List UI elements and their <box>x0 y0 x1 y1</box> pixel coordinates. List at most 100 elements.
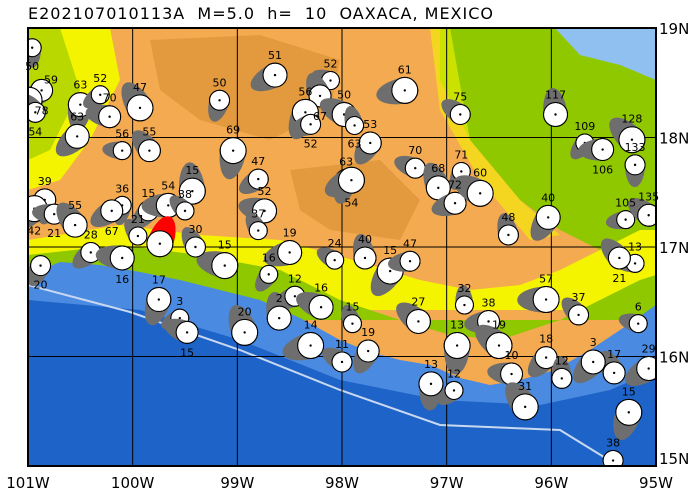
focal-mechanism[interactable] <box>132 130 161 163</box>
focal-mechanism[interactable] <box>618 313 648 334</box>
focal-mechanism[interactable] <box>605 210 636 230</box>
depth-label: 16 <box>262 251 276 264</box>
depth-label: 135 <box>638 190 659 203</box>
focal-mechanism[interactable] <box>196 251 239 280</box>
focal-mechanism[interactable] <box>530 204 561 241</box>
focal-mechanism[interactable] <box>56 202 88 238</box>
focal-mechanism[interactable] <box>454 175 494 207</box>
focal-mechanism[interactable] <box>454 285 474 315</box>
focal-mechanism[interactable] <box>124 218 148 246</box>
focal-mechanism[interactable] <box>431 191 467 217</box>
focal-mechanism[interactable] <box>527 346 558 378</box>
focal-mechanism[interactable] <box>121 82 154 122</box>
focal-mechanism[interactable] <box>344 106 365 135</box>
depth-label: 14 <box>304 319 318 332</box>
depth-label: 40 <box>541 191 555 204</box>
focal-mechanism[interactable] <box>341 304 362 334</box>
focal-mechanism[interactable] <box>250 62 288 92</box>
focal-mechanism[interactable] <box>55 123 90 157</box>
latitude-tick-label: 16N <box>659 349 689 367</box>
depth-label: 50 <box>337 89 351 102</box>
focal-mechanism[interactable] <box>228 305 259 346</box>
focal-mechanism[interactable] <box>599 350 626 385</box>
focal-mechanism[interactable] <box>543 87 569 128</box>
focal-mechanism[interactable] <box>573 349 606 384</box>
depth-label: 21 <box>612 272 626 285</box>
focal-mechanism[interactable] <box>208 89 231 122</box>
focal-mechanism[interactable] <box>600 238 631 270</box>
focal-mechanism[interactable] <box>255 264 279 292</box>
focal-mechanism[interactable] <box>83 85 110 109</box>
depth-label: 63 <box>348 138 362 151</box>
focal-mechanism[interactable] <box>624 154 646 188</box>
focal-mechanism[interactable] <box>551 356 573 389</box>
longitude-tick-label: 95W <box>639 474 673 492</box>
depth-label: 30 <box>188 223 202 236</box>
depth-label: 70 <box>408 144 422 157</box>
focal-mechanism[interactable] <box>517 286 560 314</box>
depth-label: 24 <box>328 237 342 250</box>
depth-label: 16 <box>115 273 129 286</box>
longitude-tick-label: 100W <box>111 474 155 492</box>
depth-label: 3 <box>176 295 183 308</box>
focal-mechanism[interactable] <box>263 239 303 267</box>
focal-mechanism[interactable] <box>322 347 353 373</box>
focal-mechanism[interactable] <box>396 302 431 334</box>
terrain <box>19 28 660 483</box>
focal-mechanism[interactable] <box>19 94 46 123</box>
depth-label: 31 <box>518 380 532 393</box>
depth-label: 38 <box>606 437 620 450</box>
focal-mechanism[interactable] <box>85 104 122 129</box>
depth-label: 52 <box>93 72 107 85</box>
depth-label: 52 <box>323 58 337 71</box>
focal-mechanism[interactable] <box>23 38 42 68</box>
focal-mechanism[interactable] <box>376 76 419 105</box>
focal-mechanism[interactable] <box>178 162 206 205</box>
focal-mechanism[interactable] <box>505 382 539 421</box>
depth-label: 19 <box>361 326 375 339</box>
focal-mechanism[interactable] <box>239 168 269 195</box>
longitude-labels: 101W 100W 99W 98W 97W 96W 95W <box>6 474 673 492</box>
focal-mechanism[interactable] <box>316 247 345 270</box>
main-event-mechanism[interactable] <box>146 216 176 258</box>
focal-mechanism[interactable] <box>102 141 132 161</box>
focal-mechanism[interactable] <box>354 131 382 165</box>
latitude-labels: 19N 18N 17N 16N 15N <box>659 20 689 468</box>
focal-mechanism[interactable] <box>388 250 421 272</box>
focal-mechanism[interactable] <box>443 332 471 375</box>
focal-mechanism[interactable] <box>609 117 646 154</box>
focal-mechanism[interactable] <box>27 255 52 287</box>
focal-mechanism[interactable] <box>95 245 135 271</box>
focal-mechanism[interactable] <box>353 339 380 374</box>
depth-label: 38 <box>178 188 192 201</box>
depth-label: 75 <box>453 91 467 104</box>
focal-mechanism[interactable] <box>169 195 195 221</box>
focal-mechanism[interactable] <box>561 297 590 326</box>
focal-mechanism[interactable] <box>90 199 124 228</box>
depth-label: 20 <box>34 279 48 292</box>
focal-mechanism[interactable] <box>282 332 325 361</box>
focal-mechanism[interactable] <box>144 287 172 326</box>
focal-mechanism[interactable] <box>497 213 519 246</box>
focal-mechanism[interactable] <box>324 166 365 198</box>
focal-mechanism[interactable] <box>352 234 377 270</box>
focal-mechanism[interactable] <box>394 155 426 179</box>
focal-mechanism[interactable] <box>475 324 513 360</box>
depth-label: 39 <box>38 175 52 188</box>
gulf-transition <box>430 28 560 240</box>
focal-mechanism[interactable] <box>628 198 660 227</box>
focal-mechanism[interactable] <box>164 318 199 344</box>
focal-mechanism[interactable] <box>437 380 464 406</box>
focal-mechanism[interactable] <box>441 99 471 126</box>
focal-mechanism[interactable] <box>613 398 643 440</box>
focal-mechanism[interactable] <box>602 450 624 483</box>
focal-mechanism[interactable] <box>578 138 615 162</box>
focal-mechanism[interactable] <box>296 292 334 320</box>
focal-mechanism[interactable] <box>266 291 292 331</box>
focal-mechanism[interactable] <box>245 212 268 241</box>
focal-mechanism[interactable] <box>181 226 206 258</box>
focal-mechanism[interactable] <box>289 113 322 137</box>
focal-mechanism[interactable] <box>219 137 247 180</box>
focal-mechanism[interactable] <box>625 356 660 386</box>
focal-mechanism[interactable] <box>418 371 444 411</box>
